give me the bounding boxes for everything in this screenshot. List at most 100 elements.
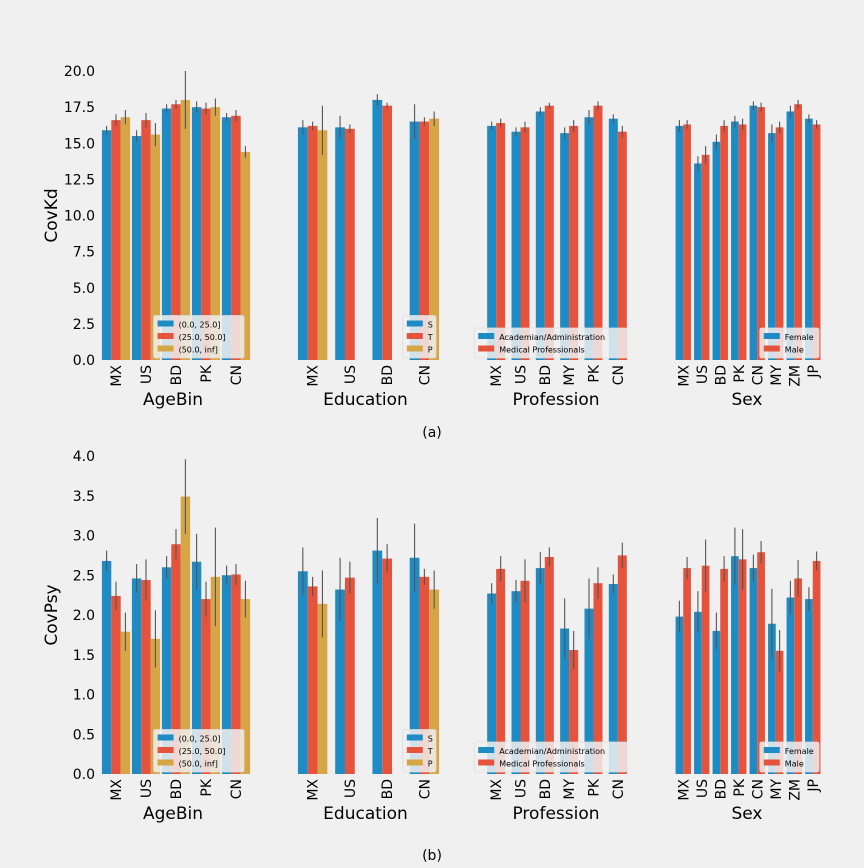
bar xyxy=(201,599,211,774)
legend-label: Female xyxy=(785,333,814,342)
bar xyxy=(496,568,506,774)
bar xyxy=(409,557,420,774)
bar xyxy=(768,133,776,360)
y-tick-label: 17.5 xyxy=(64,100,95,116)
bar xyxy=(307,586,318,774)
bar xyxy=(221,575,232,774)
x-tick-label: PK xyxy=(586,364,602,382)
legend: STP xyxy=(402,729,437,773)
x-tick-label: US xyxy=(139,779,155,798)
bar xyxy=(569,649,579,774)
legend-label: (50.0, inf] xyxy=(179,760,218,769)
bar xyxy=(180,99,191,361)
bar xyxy=(520,127,530,360)
bar xyxy=(161,108,172,360)
y-tick-label: 1.5 xyxy=(73,648,95,664)
bar xyxy=(720,568,728,774)
legend-swatch xyxy=(157,345,174,352)
bar xyxy=(344,128,355,360)
x-axis-label: Profession xyxy=(512,804,599,824)
bar xyxy=(731,556,739,774)
panel-education: MX US BD CN Education STP xyxy=(297,94,440,410)
bar xyxy=(560,133,570,360)
y-tick-label: 2.5 xyxy=(73,317,95,333)
bar xyxy=(240,599,251,774)
x-tick-label: BD xyxy=(169,779,185,799)
y-tick-label: 4.0 xyxy=(73,449,95,465)
legend-label: T xyxy=(427,747,433,756)
y-axis-label: CovKd xyxy=(42,188,62,242)
bar xyxy=(593,105,603,361)
bar xyxy=(675,125,684,360)
x-tick-label: JP xyxy=(806,365,822,379)
x-tick-label: BD xyxy=(538,365,554,385)
bar xyxy=(683,124,691,360)
legend-swatch xyxy=(406,734,423,741)
bar xyxy=(786,111,795,361)
panel-education: MX US BD CN Education STP xyxy=(297,518,440,824)
y-tick-label: 10.0 xyxy=(64,209,95,225)
x-tick-label: CN xyxy=(417,365,433,385)
y-tick-label: 15.0 xyxy=(64,136,95,152)
figure-caption: (b) xyxy=(422,848,442,864)
bar xyxy=(240,151,251,360)
x-tick-label: US xyxy=(343,365,359,384)
bar xyxy=(171,104,181,360)
bar xyxy=(317,130,328,360)
x-tick-label: US xyxy=(513,779,529,798)
bar xyxy=(335,589,345,774)
y-tick-label: 7.5 xyxy=(73,245,95,261)
y-tick-label: 12.5 xyxy=(64,172,95,188)
legend: (0.0, 25.0] (25.0, 50.0] (50.0, inf] xyxy=(153,315,245,359)
x-tick-label: US xyxy=(695,779,711,798)
bar xyxy=(409,121,420,360)
x-axis-label: Sex xyxy=(731,390,762,410)
legend-label: (25.0, 50.0] xyxy=(179,333,226,342)
bar xyxy=(786,597,795,774)
x-tick-label: PK xyxy=(199,778,215,796)
legend-swatch xyxy=(763,333,780,339)
x-tick-label: MX xyxy=(676,365,692,387)
legend: Academian/Administration Medical Professi… xyxy=(473,741,628,773)
bar xyxy=(701,154,710,360)
bar xyxy=(120,117,131,361)
y-axis-label: CovPsy xyxy=(42,584,62,645)
legend-swatch xyxy=(406,747,423,753)
legend-label: Medical Professionals xyxy=(499,346,584,355)
legend-label: Academian/Administration xyxy=(499,747,605,756)
legend-frame xyxy=(473,741,628,773)
legend-swatch xyxy=(157,734,174,741)
x-tick-label: ZM xyxy=(787,365,803,387)
bar xyxy=(584,608,594,774)
legend-label: T xyxy=(427,333,433,342)
bar xyxy=(419,576,430,774)
bar xyxy=(344,577,355,774)
bar xyxy=(608,118,618,360)
bar xyxy=(683,568,691,774)
x-tick-label: BD xyxy=(538,779,554,799)
bar xyxy=(120,631,131,774)
bar xyxy=(535,111,545,361)
bar xyxy=(141,580,151,774)
y-tick-label: 0.0 xyxy=(73,767,95,783)
legend-swatch xyxy=(406,320,423,327)
bar xyxy=(111,120,121,360)
figure-caption: (a) xyxy=(422,425,442,441)
legend: Academian/Administration Medical Professi… xyxy=(473,327,628,359)
bar xyxy=(372,550,383,774)
legend-frame xyxy=(473,327,628,359)
y-tick-label: 2.5 xyxy=(73,568,95,584)
bar xyxy=(101,560,112,774)
bar xyxy=(141,120,151,360)
bar xyxy=(210,576,221,774)
y-tick-label: 0.0 xyxy=(73,353,95,369)
y-tick-label: 0.5 xyxy=(73,727,95,743)
bar xyxy=(757,107,765,360)
bar xyxy=(694,163,702,360)
x-tick-label: MY xyxy=(769,365,785,386)
bar xyxy=(812,124,821,360)
legend-swatch xyxy=(763,747,780,753)
